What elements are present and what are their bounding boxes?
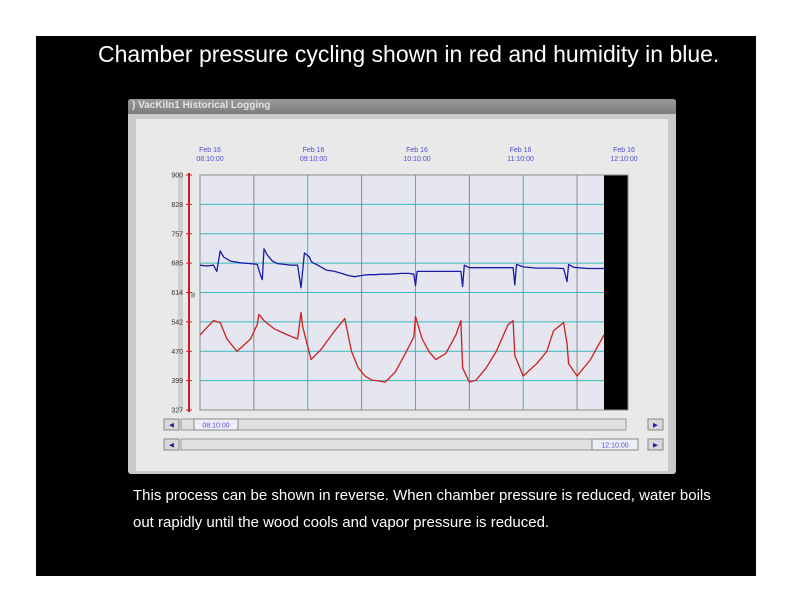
slide-caption: This process can be shown in reverse. Wh… bbox=[133, 487, 711, 531]
y-tick-label: 685 bbox=[171, 261, 183, 268]
y-tick-label: 327 bbox=[171, 408, 183, 415]
x-tick-time: 08:10:00 bbox=[196, 156, 223, 163]
y-tick-label: 399 bbox=[171, 378, 183, 385]
window-titlebar[interactable]: ) VacKiln1 Historical Logging bbox=[128, 99, 676, 114]
y-tick-label: 828 bbox=[171, 202, 183, 209]
y-scroll-thumb[interactable] bbox=[191, 292, 195, 298]
x-tick-date: Feb 16 bbox=[406, 147, 428, 154]
y-tick-label: 470 bbox=[171, 349, 183, 356]
y-tick-label: 614 bbox=[171, 290, 183, 297]
x-tick-time: 12:10:00 bbox=[610, 156, 637, 163]
x-tick-date: Feb 16 bbox=[303, 147, 325, 154]
plot-end-strip bbox=[604, 175, 628, 410]
scroll2-track[interactable] bbox=[180, 438, 627, 451]
x-tick-date: Feb 16 bbox=[613, 147, 635, 154]
x-tick-time: 09:10:00 bbox=[300, 156, 327, 163]
series-line-pressure bbox=[199, 311, 605, 383]
slide: Chamber pressure cycling shown in red an… bbox=[36, 36, 756, 576]
scroll2-right-arrow[interactable] bbox=[647, 438, 664, 451]
x-tick-date: Feb 16 bbox=[510, 147, 532, 154]
chart: ◄ 08:10:00 ► ◄ 12:10:00 ► Feb 16 08:10:00 Feb 1… bbox=[163, 147, 664, 451]
scroll2-left-arrow-glyph: ◄ bbox=[168, 441, 176, 450]
y-scroll-track bbox=[178, 173, 183, 412]
scroll1-right-arrow[interactable] bbox=[647, 418, 664, 431]
scroll2-left-arrow[interactable] bbox=[163, 438, 180, 451]
scroll-start-label: 08:10:00 bbox=[202, 423, 229, 430]
scroll2-right-arrow-glyph: ► bbox=[652, 441, 660, 450]
slide-title: Chamber pressure cycling shown in red an… bbox=[98, 41, 720, 67]
series-line-humidity bbox=[199, 248, 604, 289]
x-tick-date: Feb 16 bbox=[199, 147, 221, 154]
scroll2-thumb[interactable] bbox=[591, 438, 639, 451]
scroll1-left-arrow[interactable] bbox=[163, 418, 180, 431]
y-tick-label: 542 bbox=[171, 319, 183, 326]
x-tick-time: 10:10:00 bbox=[403, 156, 430, 163]
scroll1-track[interactable] bbox=[180, 418, 627, 431]
x-tick-time: 11:10:00 bbox=[507, 156, 534, 163]
chart-panel: ◄ 08:10:00 ► ◄ 12:10:00 ► Feb 16 08:10:00 Feb 1… bbox=[136, 119, 668, 471]
y-tick-label: 900 bbox=[171, 173, 183, 180]
scroll1-thumb[interactable] bbox=[193, 418, 239, 431]
scroll1-right-arrow-glyph: ► bbox=[652, 421, 660, 430]
plot-border bbox=[199, 174, 629, 411]
y-tick-label: 757 bbox=[171, 231, 183, 238]
scroll1-left-arrow-glyph: ◄ bbox=[168, 421, 176, 430]
historical-logging-window: ) VacKiln1 Historical Logging ◄ 08:10:00 ►… bbox=[128, 99, 676, 474]
window-title: ) VacKiln1 Historical Logging bbox=[132, 100, 271, 111]
scroll-end-label: 12:10:00 bbox=[601, 443, 628, 450]
